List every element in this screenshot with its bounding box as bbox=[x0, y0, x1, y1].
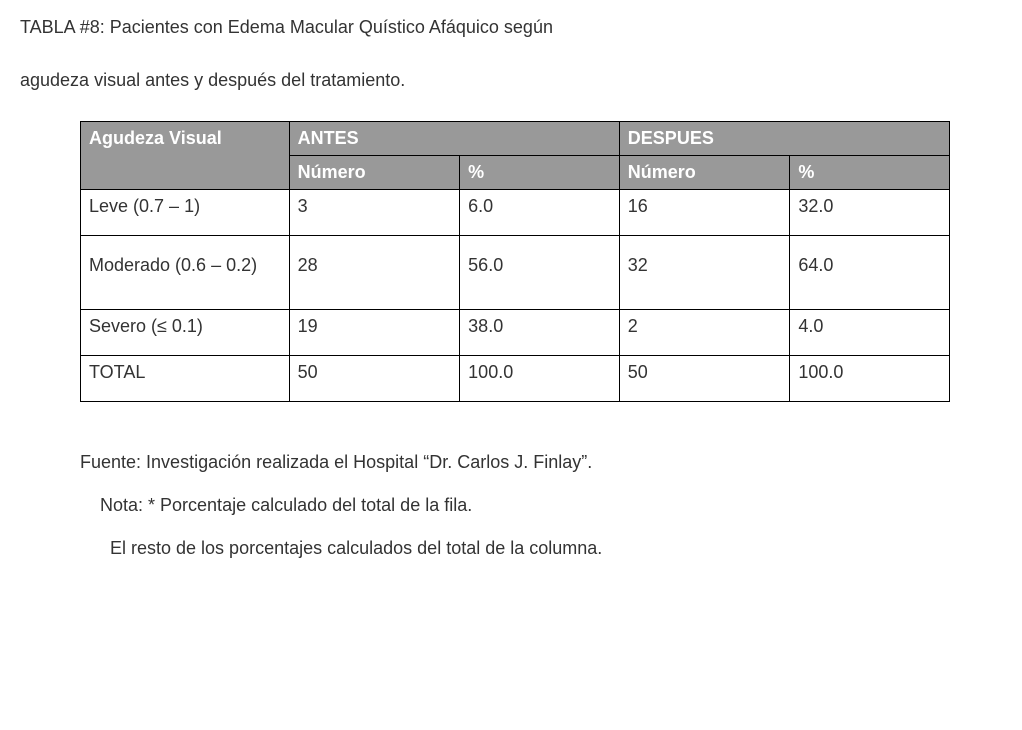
cell-antes-pct: 6.0 bbox=[460, 190, 620, 236]
table-row: Leve (0.7 – 1) 3 6.0 16 32.0 bbox=[81, 190, 950, 236]
table-body: Leve (0.7 – 1) 3 6.0 16 32.0 Moderado (0… bbox=[81, 190, 950, 402]
cell-antes-num: 19 bbox=[289, 310, 460, 356]
cell-antes-num: 28 bbox=[289, 236, 460, 310]
cell-despues-pct: 32.0 bbox=[790, 190, 950, 236]
cell-despues-num: 2 bbox=[619, 310, 790, 356]
table-wrapper: Agudeza Visual ANTES DESPUES Número % Nú… bbox=[80, 121, 1002, 402]
cell-antes-pct: 38.0 bbox=[460, 310, 620, 356]
footer-fuente: Fuente: Investigación realizada el Hospi… bbox=[80, 452, 1002, 473]
col-header-antes: ANTES bbox=[289, 122, 619, 156]
footer-nota: Nota: * Porcentaje calculado del total d… bbox=[100, 495, 1002, 516]
cell-label: Moderado (0.6 – 0.2) bbox=[81, 236, 290, 310]
table-row: Severo (≤ 0.1) 19 38.0 2 4.0 bbox=[81, 310, 950, 356]
col-header-agudeza: Agudeza Visual bbox=[81, 122, 290, 190]
cell-antes-num: 3 bbox=[289, 190, 460, 236]
table-header-row-1: Agudeza Visual ANTES DESPUES bbox=[81, 122, 950, 156]
col-header-despues: DESPUES bbox=[619, 122, 949, 156]
cell-antes-num: 50 bbox=[289, 356, 460, 402]
cell-despues-num: 32 bbox=[619, 236, 790, 310]
cell-despues-pct: 100.0 bbox=[790, 356, 950, 402]
col-header-antes-pct: % bbox=[460, 156, 620, 190]
col-header-despues-numero: Número bbox=[619, 156, 790, 190]
title-line-2: agudeza visual antes y después del trata… bbox=[20, 68, 1002, 93]
cell-label: TOTAL bbox=[81, 356, 290, 402]
title-line-1: TABLA #8: Pacientes con Edema Macular Qu… bbox=[20, 15, 1002, 40]
data-table: Agudeza Visual ANTES DESPUES Número % Nú… bbox=[80, 121, 950, 402]
table-row: TOTAL 50 100.0 50 100.0 bbox=[81, 356, 950, 402]
col-header-antes-numero: Número bbox=[289, 156, 460, 190]
footer-block: Fuente: Investigación realizada el Hospi… bbox=[80, 452, 1002, 559]
cell-label: Leve (0.7 – 1) bbox=[81, 190, 290, 236]
col-header-despues-pct: % bbox=[790, 156, 950, 190]
cell-despues-num: 16 bbox=[619, 190, 790, 236]
cell-despues-pct: 64.0 bbox=[790, 236, 950, 310]
table-row: Moderado (0.6 – 0.2) 28 56.0 32 64.0 bbox=[81, 236, 950, 310]
cell-antes-pct: 56.0 bbox=[460, 236, 620, 310]
footer-resto: El resto de los porcentajes calculados d… bbox=[110, 538, 1002, 559]
cell-label: Severo (≤ 0.1) bbox=[81, 310, 290, 356]
cell-antes-pct: 100.0 bbox=[460, 356, 620, 402]
cell-despues-pct: 4.0 bbox=[790, 310, 950, 356]
cell-despues-num: 50 bbox=[619, 356, 790, 402]
